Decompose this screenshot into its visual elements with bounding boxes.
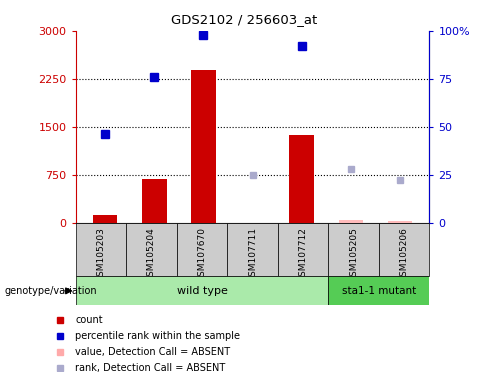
Text: GSM105205: GSM105205: [349, 227, 358, 282]
Bar: [289, 135, 314, 223]
Text: GSM107712: GSM107712: [299, 227, 307, 282]
Text: GDS2102 / 256603_at: GDS2102 / 256603_at: [171, 13, 317, 26]
Bar: [76, 276, 328, 305]
Text: value, Detection Call = ABSENT: value, Detection Call = ABSENT: [75, 347, 230, 357]
Bar: [339, 220, 363, 223]
Bar: [142, 179, 166, 223]
Bar: [227, 223, 278, 276]
Bar: [328, 276, 429, 305]
Bar: [379, 223, 429, 276]
Text: count: count: [75, 315, 103, 325]
Bar: [278, 223, 328, 276]
Bar: [328, 223, 379, 276]
Bar: [126, 223, 177, 276]
Text: genotype/variation: genotype/variation: [5, 286, 98, 296]
Bar: [191, 70, 216, 223]
Bar: [387, 221, 412, 223]
Text: sta1-1 mutant: sta1-1 mutant: [342, 286, 416, 296]
Text: GSM105203: GSM105203: [97, 227, 105, 282]
Bar: [76, 223, 126, 276]
Bar: [177, 223, 227, 276]
Text: percentile rank within the sample: percentile rank within the sample: [75, 331, 241, 341]
Text: GSM105206: GSM105206: [400, 227, 408, 282]
Text: rank, Detection Call = ABSENT: rank, Detection Call = ABSENT: [75, 363, 225, 373]
Bar: [387, 221, 412, 223]
Text: GSM107711: GSM107711: [248, 227, 257, 282]
Text: GSM105204: GSM105204: [147, 227, 156, 282]
Text: wild type: wild type: [177, 286, 227, 296]
Bar: [93, 215, 118, 223]
Text: GSM107670: GSM107670: [198, 227, 206, 282]
Bar: [339, 220, 363, 223]
